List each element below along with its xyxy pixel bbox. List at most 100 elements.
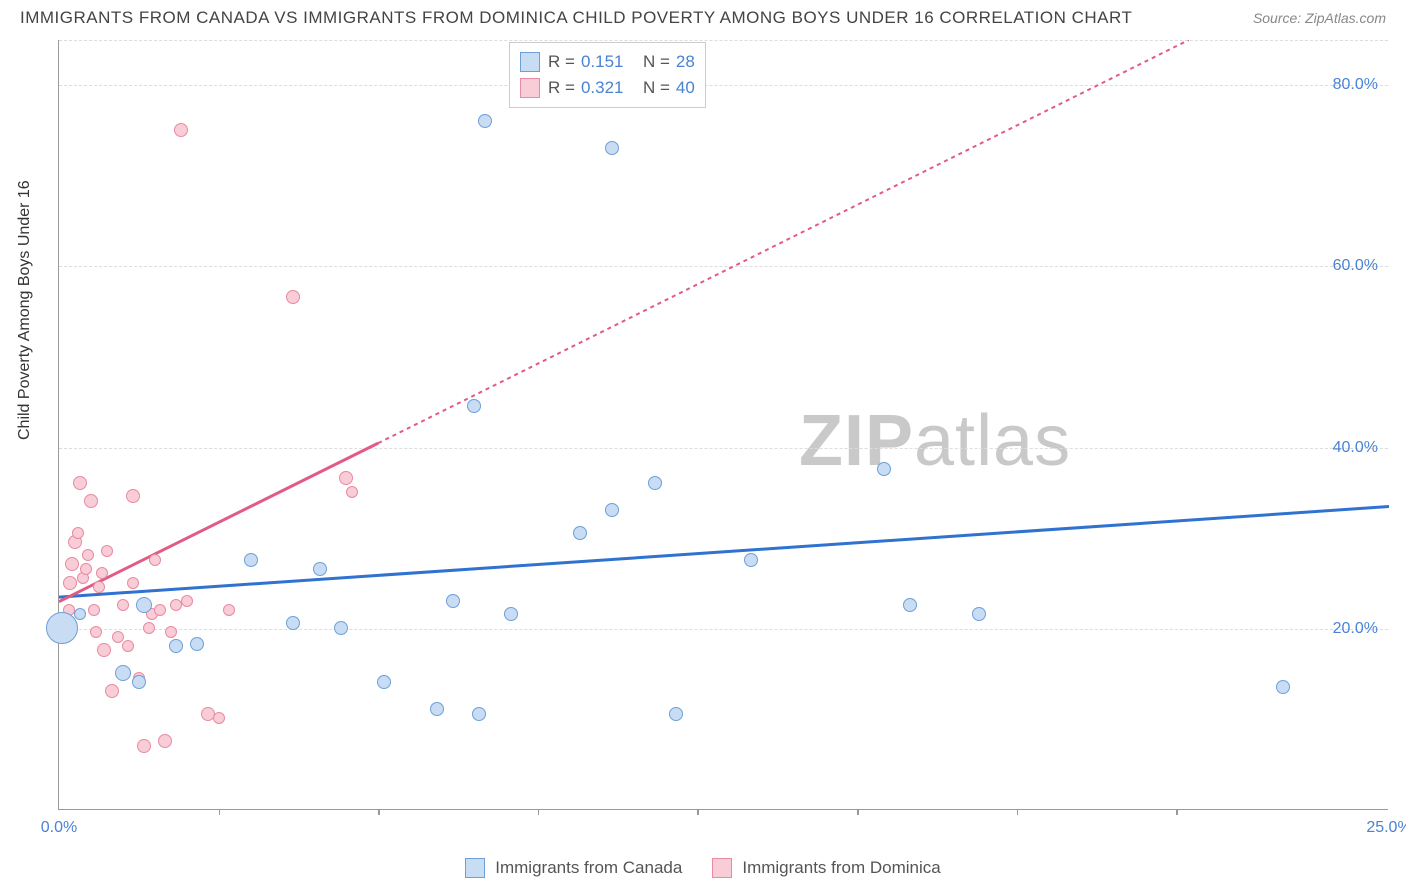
xtick-label: 0.0% (41, 819, 77, 837)
scatter-point-canada (605, 503, 619, 517)
scatter-point-canada (472, 707, 486, 721)
scatter-point-dominica (213, 712, 225, 724)
gridline-h (59, 629, 1388, 630)
scatter-point-dominica (181, 595, 193, 607)
r-value: 0.321 (581, 75, 637, 101)
scatter-point-dominica (93, 581, 105, 593)
scatter-point-dominica (174, 123, 188, 137)
scatter-point-canada (504, 607, 518, 621)
ytick-label: 80.0% (1333, 76, 1378, 94)
scatter-point-canada (190, 637, 204, 651)
scatter-point-dominica (223, 604, 235, 616)
ytick-label: 60.0% (1333, 257, 1378, 275)
stats-swatch (520, 52, 540, 72)
xtick-mark (378, 809, 380, 815)
scatter-point-canada (467, 399, 481, 413)
scatter-point-canada (573, 526, 587, 540)
scatter-point-dominica (339, 471, 353, 485)
ytick-label: 20.0% (1333, 620, 1378, 638)
scatter-point-canada (744, 553, 758, 567)
n-value: 28 (676, 49, 695, 75)
scatter-point-dominica (143, 622, 155, 634)
scatter-point-canada (1276, 680, 1290, 694)
scatter-point-dominica (149, 554, 161, 566)
correlation-stats-box: R =0.151N =28R =0.321N =40 (509, 42, 706, 108)
trend-lines (59, 40, 1389, 810)
scatter-point-dominica (126, 489, 140, 503)
gridline-h (59, 85, 1388, 86)
source-attribution: Source: ZipAtlas.com (1253, 10, 1386, 26)
scatter-point-canada (334, 621, 348, 635)
scatter-point-dominica (117, 599, 129, 611)
scatter-point-canada (313, 562, 327, 576)
scatter-point-canada (972, 607, 986, 621)
xtick-mark (1017, 809, 1019, 815)
ytick-label: 40.0% (1333, 439, 1378, 457)
xtick-mark (219, 809, 221, 815)
scatter-point-canada (903, 598, 917, 612)
scatter-point-dominica (158, 734, 172, 748)
legend-item-canada: Immigrants from Canada (465, 858, 682, 878)
scatter-point-dominica (286, 290, 300, 304)
xtick-mark (538, 809, 540, 815)
n-value: 40 (676, 75, 695, 101)
scatter-point-canada (46, 612, 78, 644)
scatter-point-dominica (105, 684, 119, 698)
xtick-mark (1176, 809, 1178, 815)
stats-swatch (520, 78, 540, 98)
gridline-h (59, 448, 1388, 449)
scatter-point-dominica (137, 739, 151, 753)
scatter-point-canada (669, 707, 683, 721)
scatter-point-canada (115, 665, 131, 681)
xtick-mark (857, 809, 859, 815)
scatter-point-dominica (82, 549, 94, 561)
scatter-point-dominica (72, 527, 84, 539)
scatter-point-canada (877, 462, 891, 476)
chart-title: IMMIGRANTS FROM CANADA VS IMMIGRANTS FRO… (20, 8, 1132, 28)
scatter-point-canada (377, 675, 391, 689)
watermark-text: ZIPatlas (799, 400, 1071, 482)
legend-label-dominica: Immigrants from Dominica (742, 858, 940, 878)
scatter-point-canada (446, 594, 460, 608)
legend-swatch-canada (465, 858, 485, 878)
scatter-point-dominica (154, 604, 166, 616)
scatter-point-dominica (165, 626, 177, 638)
scatter-point-dominica (73, 476, 87, 490)
scatter-point-canada (648, 476, 662, 490)
scatter-point-dominica (63, 576, 77, 590)
legend-item-dominica: Immigrants from Dominica (712, 858, 940, 878)
scatter-point-dominica (65, 557, 79, 571)
chart-header: IMMIGRANTS FROM CANADA VS IMMIGRANTS FRO… (0, 0, 1406, 32)
y-axis-label: Child Poverty Among Boys Under 16 (16, 180, 34, 440)
gridline-h (59, 40, 1388, 41)
scatter-point-dominica (97, 643, 111, 657)
scatter-point-canada (132, 675, 146, 689)
stats-row-canada: R =0.151N =28 (520, 49, 695, 75)
gridline-h (59, 266, 1388, 267)
scatter-point-dominica (90, 626, 102, 638)
scatter-point-dominica (96, 567, 108, 579)
xtick-label: 25.0% (1366, 819, 1406, 837)
r-value: 0.151 (581, 49, 637, 75)
scatter-point-canada (430, 702, 444, 716)
scatter-point-dominica (80, 563, 92, 575)
scatter-plot-area: ZIPatlas 20.0%40.0%60.0%80.0%0.0%25.0%R … (58, 40, 1388, 810)
bottom-legend: Immigrants from Canada Immigrants from D… (0, 858, 1406, 878)
scatter-point-canada (74, 608, 86, 620)
scatter-point-dominica (112, 631, 124, 643)
scatter-point-dominica (101, 545, 113, 557)
scatter-point-dominica (122, 640, 134, 652)
scatter-point-dominica (88, 604, 100, 616)
scatter-point-canada (244, 553, 258, 567)
scatter-point-dominica (127, 577, 139, 589)
legend-label-canada: Immigrants from Canada (495, 858, 682, 878)
scatter-point-canada (286, 616, 300, 630)
scatter-point-canada (478, 114, 492, 128)
scatter-point-dominica (84, 494, 98, 508)
scatter-point-canada (136, 597, 152, 613)
scatter-point-dominica (346, 486, 358, 498)
stats-row-dominica: R =0.321N =40 (520, 75, 695, 101)
xtick-mark (697, 809, 699, 815)
scatter-point-canada (605, 141, 619, 155)
legend-swatch-dominica (712, 858, 732, 878)
